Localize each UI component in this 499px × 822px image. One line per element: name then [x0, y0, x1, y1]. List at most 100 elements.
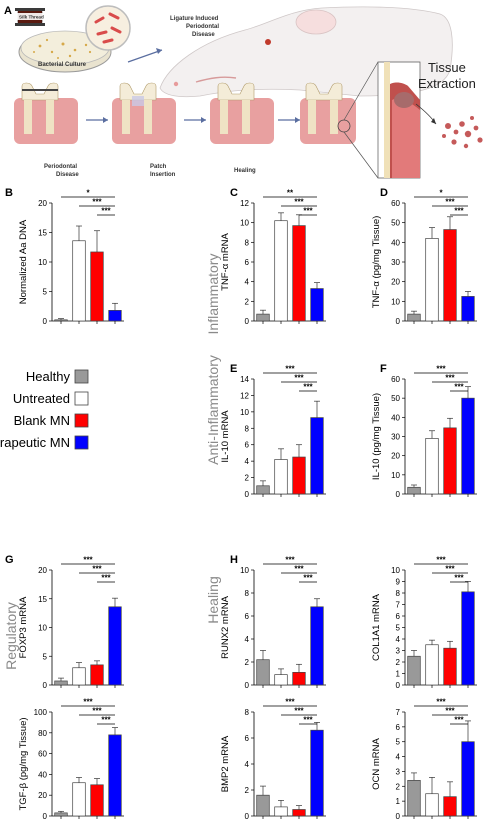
legend-label-untreated: Untreated: [13, 391, 70, 406]
significance-label: ***: [436, 698, 446, 707]
y-tick-label: 12: [240, 199, 249, 208]
y-axis-label: TNF-α mRNA: [220, 232, 231, 290]
tooth-patch: [112, 82, 176, 144]
y-tick-label: 4: [396, 753, 401, 762]
step1-label-2: Disease: [56, 172, 79, 178]
side-label-inflammatory: Inflammatory: [205, 254, 221, 335]
bar: [310, 606, 324, 686]
bar: [256, 313, 270, 322]
y-tick-label: 20: [38, 791, 47, 800]
y-tick-label: 0: [245, 681, 250, 690]
y-tick-label: 50: [391, 394, 400, 403]
y-tick-label: 4: [245, 457, 250, 466]
bar: [292, 671, 306, 686]
y-tick-label: 10: [240, 219, 249, 228]
panel-letter: E: [230, 363, 237, 375]
bar: [310, 288, 324, 322]
y-tick-label: 1: [396, 670, 401, 679]
y-tick-label: 1: [396, 797, 401, 806]
side-label-healing: Healing: [205, 576, 221, 623]
y-tick-label: 2: [245, 297, 250, 306]
bar: [461, 591, 475, 686]
y-tick-label: 4: [396, 635, 401, 644]
bar: [256, 659, 270, 686]
step2-label-1: Patch: [150, 164, 167, 170]
y-tick-label: 0: [245, 490, 250, 499]
bar: [54, 319, 68, 322]
y-tick-label: 8: [396, 589, 401, 598]
y-axis-label: COL1A1 mRNA: [371, 593, 382, 661]
significance-label: ***: [454, 207, 464, 216]
panel-letter: H: [230, 554, 238, 566]
step3-label: Healing: [234, 168, 256, 174]
y-tick-label: 30: [391, 433, 400, 442]
y-tick-label: 8: [245, 424, 250, 433]
y-axis-label: TNF-α (pg/mg Tissue): [371, 216, 382, 309]
y-tick-label: 2: [245, 786, 250, 795]
bar: [274, 806, 288, 817]
y-tick-label: 10: [240, 408, 249, 417]
y-tick-label: 10: [240, 566, 249, 575]
significance-label: ***: [101, 716, 111, 725]
bar: [425, 793, 439, 817]
step2-label-2: Insertion: [150, 172, 176, 178]
side-label-anti-inflammatory: Anti-Inflammatory: [205, 355, 221, 465]
y-tick-label: 5: [43, 288, 48, 297]
significance-label: ***: [303, 574, 313, 583]
tooth-disease: [14, 82, 78, 144]
significance-label: ***: [92, 198, 102, 207]
bar: [425, 238, 439, 322]
legend-swatch-blank: [74, 413, 89, 428]
y-tick-label: 10: [38, 624, 47, 633]
significance-label: ***: [445, 198, 455, 207]
panel-a-schematic: A Bacterial Culture Silk Thread: [4, 5, 483, 179]
significance-label: ***: [285, 556, 295, 565]
tooth-final: [300, 82, 356, 144]
gum-closeup: [377, 61, 421, 179]
significance-label: **: [287, 189, 294, 198]
y-tick-label: 40: [38, 770, 47, 779]
culture-label: Bacterial Culture: [38, 62, 87, 68]
arrow-to-rat: [127, 49, 163, 63]
bar: [425, 438, 439, 495]
y-tick-label: 0: [43, 317, 48, 326]
y-tick-label: 6: [396, 612, 401, 621]
y-axis-label: IL-10 (pg/mg Tissue): [371, 393, 382, 480]
ligature-label-1: Ligature Induced: [170, 16, 219, 22]
significance-label: ***: [101, 574, 111, 583]
bar: [407, 486, 421, 495]
panel-letter-a: A: [4, 5, 12, 17]
y-tick-label: 4: [245, 635, 250, 644]
significance-label: ***: [454, 574, 464, 583]
significance-label: ***: [285, 698, 295, 707]
tissue-label-2: Extraction: [418, 76, 476, 91]
y-axis-label: BMP2 mRNA: [220, 735, 231, 792]
bar: [72, 782, 86, 817]
y-tick-label: 5: [396, 738, 401, 747]
y-axis-label: TGF-β (pg/mg Tissue): [18, 717, 29, 810]
bar: [407, 313, 421, 322]
bar: [443, 796, 457, 817]
significance-label: ***: [445, 707, 455, 716]
y-tick-label: 6: [245, 258, 250, 267]
significance-label: ***: [294, 198, 304, 207]
y-tick-label: 4: [245, 760, 250, 769]
significance-label: ***: [445, 565, 455, 574]
y-tick-label: 10: [391, 566, 400, 575]
y-tick-label: 6: [245, 612, 250, 621]
y-tick-label: 7: [396, 601, 401, 610]
y-tick-label: 2: [396, 658, 401, 667]
panel-letter: F: [380, 363, 387, 375]
y-tick-label: 3: [396, 647, 401, 656]
bar: [274, 674, 288, 686]
significance-label: *: [439, 189, 443, 198]
ligature-label-2: Periodontal: [186, 24, 219, 30]
y-tick-label: 2: [396, 782, 401, 791]
legend-label-healthy: Healthy: [26, 369, 71, 384]
bar: [256, 794, 270, 817]
